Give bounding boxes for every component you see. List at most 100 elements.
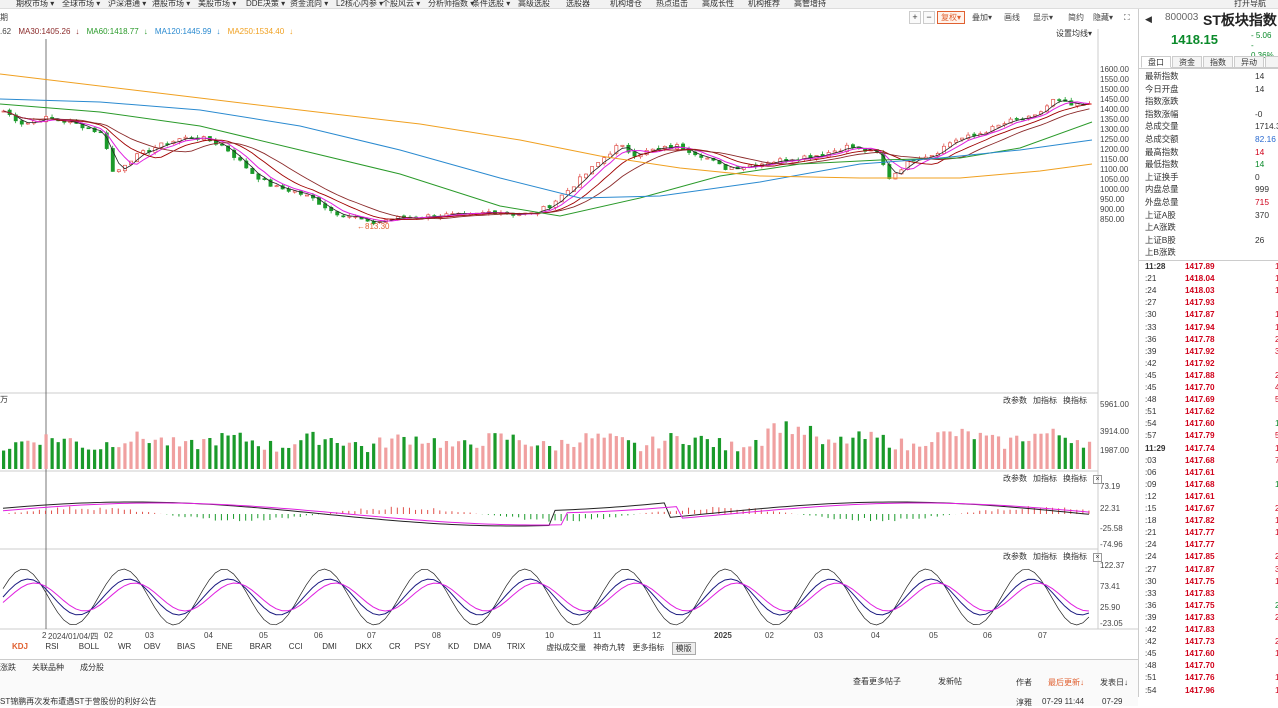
indicator-tab[interactable]: KD [448,642,460,651]
indicator-tab[interactable]: TRIX [507,642,526,651]
quote-tab[interactable] [1265,56,1278,68]
kline-chart[interactable]: ←813.30 [0,9,1138,697]
kdj-switch-button[interactable]: 换指标 [1063,552,1087,561]
indicator-tab[interactable]: BRAR [249,642,272,651]
volume-bar [129,441,133,469]
zoom-in-button[interactable]: + [909,11,921,24]
last-update-header[interactable]: 最后更新↓ [1048,678,1084,687]
indicator-tab[interactable]: BOLL [78,642,100,651]
volume-bar [1075,440,1079,469]
menu-item[interactable]: 机构推荐 [748,0,780,8]
menu-item[interactable]: 沪深港通 ▾ [108,0,147,8]
menu-item[interactable]: 高级选股 [518,0,550,8]
menu-item[interactable]: 资金流向 ▾ [290,0,329,8]
macd-switch-button[interactable]: 换指标 [1063,474,1087,483]
volume-bar [578,442,582,469]
overlay-button[interactable]: 叠加▾ [972,13,993,22]
quote-tab[interactable]: 异动 [1234,56,1264,68]
draw-line-button[interactable]: 画线 [1004,13,1020,22]
quote-tab[interactable]: 盘口 [1141,56,1171,68]
menu-item[interactable]: L2核心内参 ▾ [336,0,384,8]
volume-bar [784,421,788,469]
indicator-tab[interactable]: CCI [288,642,303,651]
quote-label: 内盘总量 [1145,184,1179,195]
tick-time: :45 [1145,383,1157,392]
tick-time: :39 [1145,612,1157,622]
tick-volume: 2 [1275,503,1278,515]
menu-item[interactable]: 分析师指数 ▾ [428,0,475,8]
menu-item[interactable]: 个股风云 ▾ [382,0,421,8]
tick-row: :48 1417.70 [1145,660,1278,672]
prev-arrow-icon[interactable]: ◀ [1145,14,1152,24]
menu-item[interactable]: 高管增持 [794,0,826,8]
volume-bar [596,433,600,469]
indicator-tab[interactable]: 虚拟成交量 [546,643,587,652]
volume-bar [214,445,218,469]
tick-volume: 3 [1275,346,1278,358]
period-label[interactable]: 期 [0,13,8,22]
volume-bar [256,446,260,469]
hide-button[interactable]: 隐藏▾ [1093,13,1114,22]
menu-item[interactable]: 港股市场 ▾ [152,0,191,8]
quote-tab[interactable]: 资金 [1172,56,1202,68]
volume-add-button[interactable]: 加指标 [1033,396,1057,405]
ma-settings-button[interactable]: 设置均线▾ [1055,29,1092,38]
simple-button[interactable]: 简约 [1068,13,1084,22]
quote-panel: ◀ 800003 ST板块指数 1418.15 - 5.06- 0.36% 盘口… [1138,9,1278,697]
volume-bar [287,447,291,469]
indicator-tab[interactable]: KDJ [12,642,29,651]
indicator-tab[interactable]: 模版 [671,642,696,655]
menu-item[interactable]: 高成长性 [702,0,734,8]
quote-tab[interactable]: 指数 [1203,56,1233,68]
indicator-tab[interactable]: 更多指标 [632,643,665,652]
tick-price: 1417.70 [1185,661,1215,671]
more-posts-button[interactable]: 查看更多帖子 [853,677,901,686]
menu-item[interactable]: 期权市场 ▾ [16,0,55,8]
macd-close-icon[interactable]: × [1093,475,1102,484]
volume-bar [881,434,885,469]
indicator-tab[interactable]: DKX [355,642,373,651]
tab-zhangdie[interactable]: 涨跌 [0,663,16,672]
volume-bar [1063,437,1067,469]
indicator-tab[interactable]: PSY [414,642,431,651]
tab-related[interactable]: 关联品种 [32,663,64,672]
indicator-tab[interactable]: OBV [143,642,161,651]
new-post-button[interactable]: 发新帖 [938,677,962,686]
menu-item[interactable]: 机构增仓 [610,0,642,8]
indicator-tab[interactable]: DMA [473,642,492,651]
menu-item[interactable]: 条件选股 ▾ [472,0,511,8]
display-button[interactable]: 显示▾ [1033,13,1054,22]
tab-constituents[interactable]: 成分股 [80,663,104,672]
fuquan-button[interactable]: 复权▾ [937,11,966,24]
indicator-tab[interactable]: RSI [45,642,59,651]
menu-item[interactable]: 热点追击 [656,0,688,8]
open-nav-button[interactable]: 打开导航 [1234,0,1266,8]
kdj-add-button[interactable]: 加指标 [1033,552,1057,561]
indicator-tab[interactable]: ENE [216,642,233,651]
menu-item[interactable]: 美股市场 ▾ [198,0,237,8]
menu-item[interactable]: 全球市场 ▾ [62,0,101,8]
indicator-tab[interactable]: CR [389,642,401,651]
indicator-tab[interactable]: WR [118,642,132,651]
author-header[interactable]: 作者 [1016,678,1032,687]
kdj-close-icon[interactable]: × [1093,553,1102,562]
macd-param-button[interactable]: 改参数 [1003,474,1027,483]
post-title[interactable]: ST锦鹏再次发布遭遇ST于营股份的利好公告 [0,697,157,706]
tick-time: :15 [1145,504,1157,513]
tick-volume: 1 [1275,479,1278,491]
volume-bar [1069,443,1073,469]
menu-item[interactable]: DDE决策 ▾ [246,0,286,8]
indicator-tab[interactable]: BIAS [177,642,196,651]
volume-switch-button[interactable]: 换指标 [1063,396,1087,405]
indicator-tab[interactable]: DMI [322,642,337,651]
fullscreen-icon[interactable]: ⛶ [1124,13,1130,22]
indicator-tab[interactable]: 神奇九转 [593,643,626,652]
volume-bar [990,434,995,469]
time-axis-label: 09 [492,631,501,640]
menu-item[interactable]: 选股器 [566,0,590,8]
macd-add-button[interactable]: 加指标 [1033,474,1057,483]
volume-param-button[interactable]: 改参数 [1003,396,1027,405]
post-date-header[interactable]: 发表日↓ [1100,678,1128,687]
kdj-param-button[interactable]: 改参数 [1003,552,1027,561]
zoom-out-button[interactable]: − [923,11,935,24]
